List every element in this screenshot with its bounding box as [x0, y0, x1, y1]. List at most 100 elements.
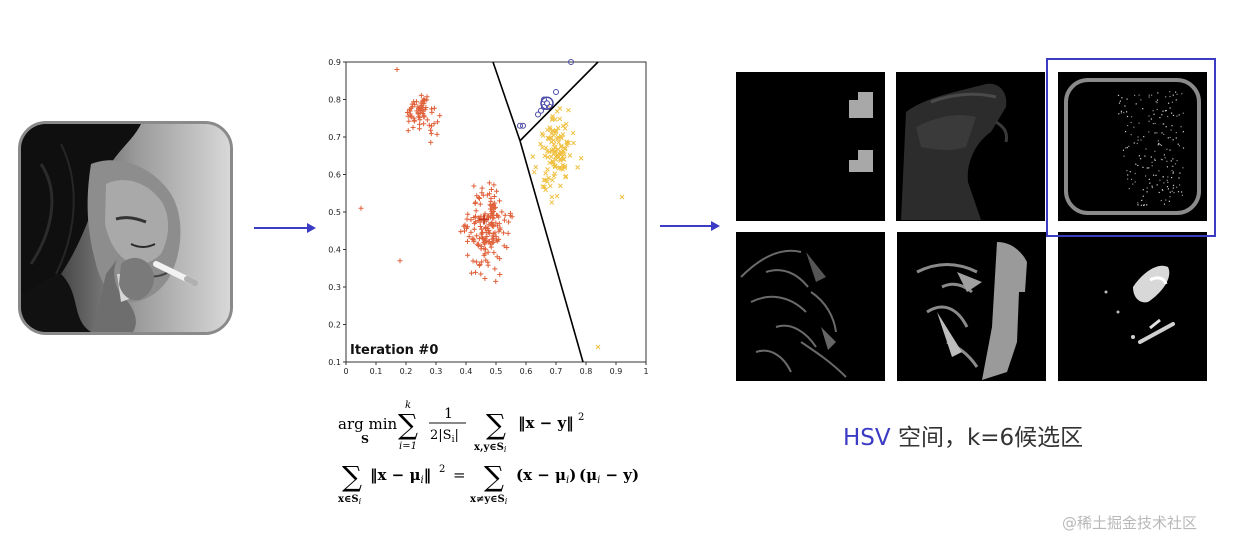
- red-plus-point: [426, 122, 432, 128]
- yellow-x-point: [541, 177, 547, 183]
- yellow-x-point: [561, 156, 567, 162]
- yellow-x-point: [540, 145, 545, 150]
- red-plus-point: [477, 224, 483, 230]
- yellow-x-point: [550, 160, 556, 166]
- sum-symbol-1: ∑: [398, 408, 418, 441]
- red-plus-point: [501, 217, 507, 223]
- red-plus-point: [489, 219, 495, 225]
- red-plus-point: [470, 236, 476, 242]
- red-plus-point: [358, 205, 364, 211]
- norm-x-y: ‖x − y‖: [518, 414, 574, 432]
- scatter-svg: 0 0.1 0.2 0.3 0.4 0.5 0.6 0.7 0.8 0.9 10.10.20.30.…: [328, 58, 648, 376]
- yellow-x-point: [530, 154, 536, 160]
- yellow-x-point: [562, 145, 568, 151]
- red-plus-point: [490, 203, 496, 209]
- yellow-x-point: [558, 183, 563, 189]
- x-tick-label: 0.4: [460, 367, 473, 376]
- yellow-x-point: [575, 164, 580, 170]
- red-plus-point: [493, 278, 499, 284]
- red-plus-point: [394, 67, 400, 72]
- yellow-x-point: [538, 141, 543, 147]
- red-plus-point: [468, 217, 474, 223]
- hsv-caption: HSV 空间，k=6候选区: [843, 418, 1083, 452]
- power-2: 2: [578, 412, 584, 423]
- kmeans-scatter-plot: 0 0.1 0.2 0.3 0.4 0.5 0.6 0.7 0.8 0.9 1 0.1 0.2 0.3 0.…: [320, 50, 660, 386]
- candidate-region-3: [1058, 72, 1207, 221]
- y-tick-label: 0.5: [328, 208, 341, 217]
- yellow-x-point: [570, 130, 576, 136]
- x-tick-label: 0.2: [400, 367, 413, 376]
- red-plus-point: [482, 211, 488, 217]
- yellow-x-point: [553, 128, 559, 134]
- red-plus-point: [479, 190, 485, 196]
- red-plus-point: [418, 92, 424, 98]
- x-tick-label: 0.9: [610, 367, 623, 376]
- argmin-sub: S: [361, 433, 369, 446]
- sum-sub-i: i=1: [399, 441, 417, 452]
- red-plus-point: [478, 271, 484, 277]
- yellow-x-point: [558, 165, 564, 171]
- yellow-x-point: [557, 116, 563, 122]
- red-plus-point: [421, 112, 427, 118]
- red-plus-point: [487, 191, 493, 197]
- blue-centroid: [540, 96, 554, 110]
- red-plus-point: [486, 180, 492, 186]
- red-plus-point: [495, 212, 501, 218]
- red-plus-point: [411, 99, 417, 105]
- red-plus-point: [435, 119, 441, 125]
- red-plus-point: [407, 108, 413, 114]
- red-plus-point: [431, 105, 437, 111]
- boundary-line: [492, 61, 521, 142]
- lhs-power-2: 2: [439, 464, 445, 475]
- red-plus-point: [473, 208, 479, 214]
- red-plus-point: [468, 229, 474, 235]
- red-plus-point: [417, 121, 423, 127]
- red-plus-point: [488, 186, 494, 192]
- caption-highlight: HSV: [843, 425, 891, 451]
- frac-numerator: 1: [444, 406, 453, 422]
- argmin-op: arg min: [338, 415, 398, 433]
- red-plus-point: [487, 202, 493, 208]
- red-plus-point: [493, 220, 499, 226]
- red-plus-point: [466, 234, 472, 240]
- red-plus-point: [470, 258, 476, 264]
- red-plus-point: [408, 105, 414, 111]
- red-plus-point: [490, 223, 496, 229]
- red-plus-point: [434, 131, 440, 137]
- red-plus-point: [469, 270, 475, 276]
- yellow-x-point: [567, 153, 573, 158]
- red-plus-point: [482, 235, 488, 241]
- red-plus-point: [464, 238, 470, 244]
- red-plus-point: [493, 234, 499, 240]
- red-plus-point: [411, 117, 417, 123]
- red-plus-point: [485, 239, 491, 245]
- red-centroid: [479, 214, 489, 225]
- yellow-x-point: [549, 194, 555, 200]
- red-plus-point: [408, 114, 414, 120]
- yellow-x-point: [542, 153, 548, 159]
- red-plus-point: [478, 243, 484, 249]
- yellow-x-point: [547, 135, 553, 141]
- red-plus-point: [497, 227, 503, 233]
- sum2-sub: x,y∈Si: [474, 442, 507, 454]
- red-plus-point: [477, 201, 483, 207]
- yellow-x-point: [559, 135, 564, 141]
- x-tick-label: 0.6: [520, 367, 533, 376]
- red-plus-point: [479, 185, 485, 191]
- red-plus-point: [482, 241, 488, 247]
- red-plus-point: [501, 230, 507, 236]
- lhs-sub: x∈Si: [338, 494, 362, 506]
- red-plus-point: [458, 229, 464, 235]
- red-plus-point: [488, 196, 494, 202]
- yellow-x-point: [550, 158, 555, 164]
- boundary-line: [519, 140, 584, 363]
- red-plus-point: [495, 238, 501, 244]
- sum-symbol-4: ∑: [484, 460, 504, 493]
- red-plus-point: [431, 121, 437, 127]
- yellow-x-point: [540, 133, 546, 138]
- red-plus-point: [488, 244, 494, 250]
- x-tick-label: 0.3: [430, 367, 443, 376]
- red-plus-point: [471, 226, 477, 232]
- yellow-x-point: [544, 148, 550, 154]
- yellow-x-point: [552, 148, 558, 154]
